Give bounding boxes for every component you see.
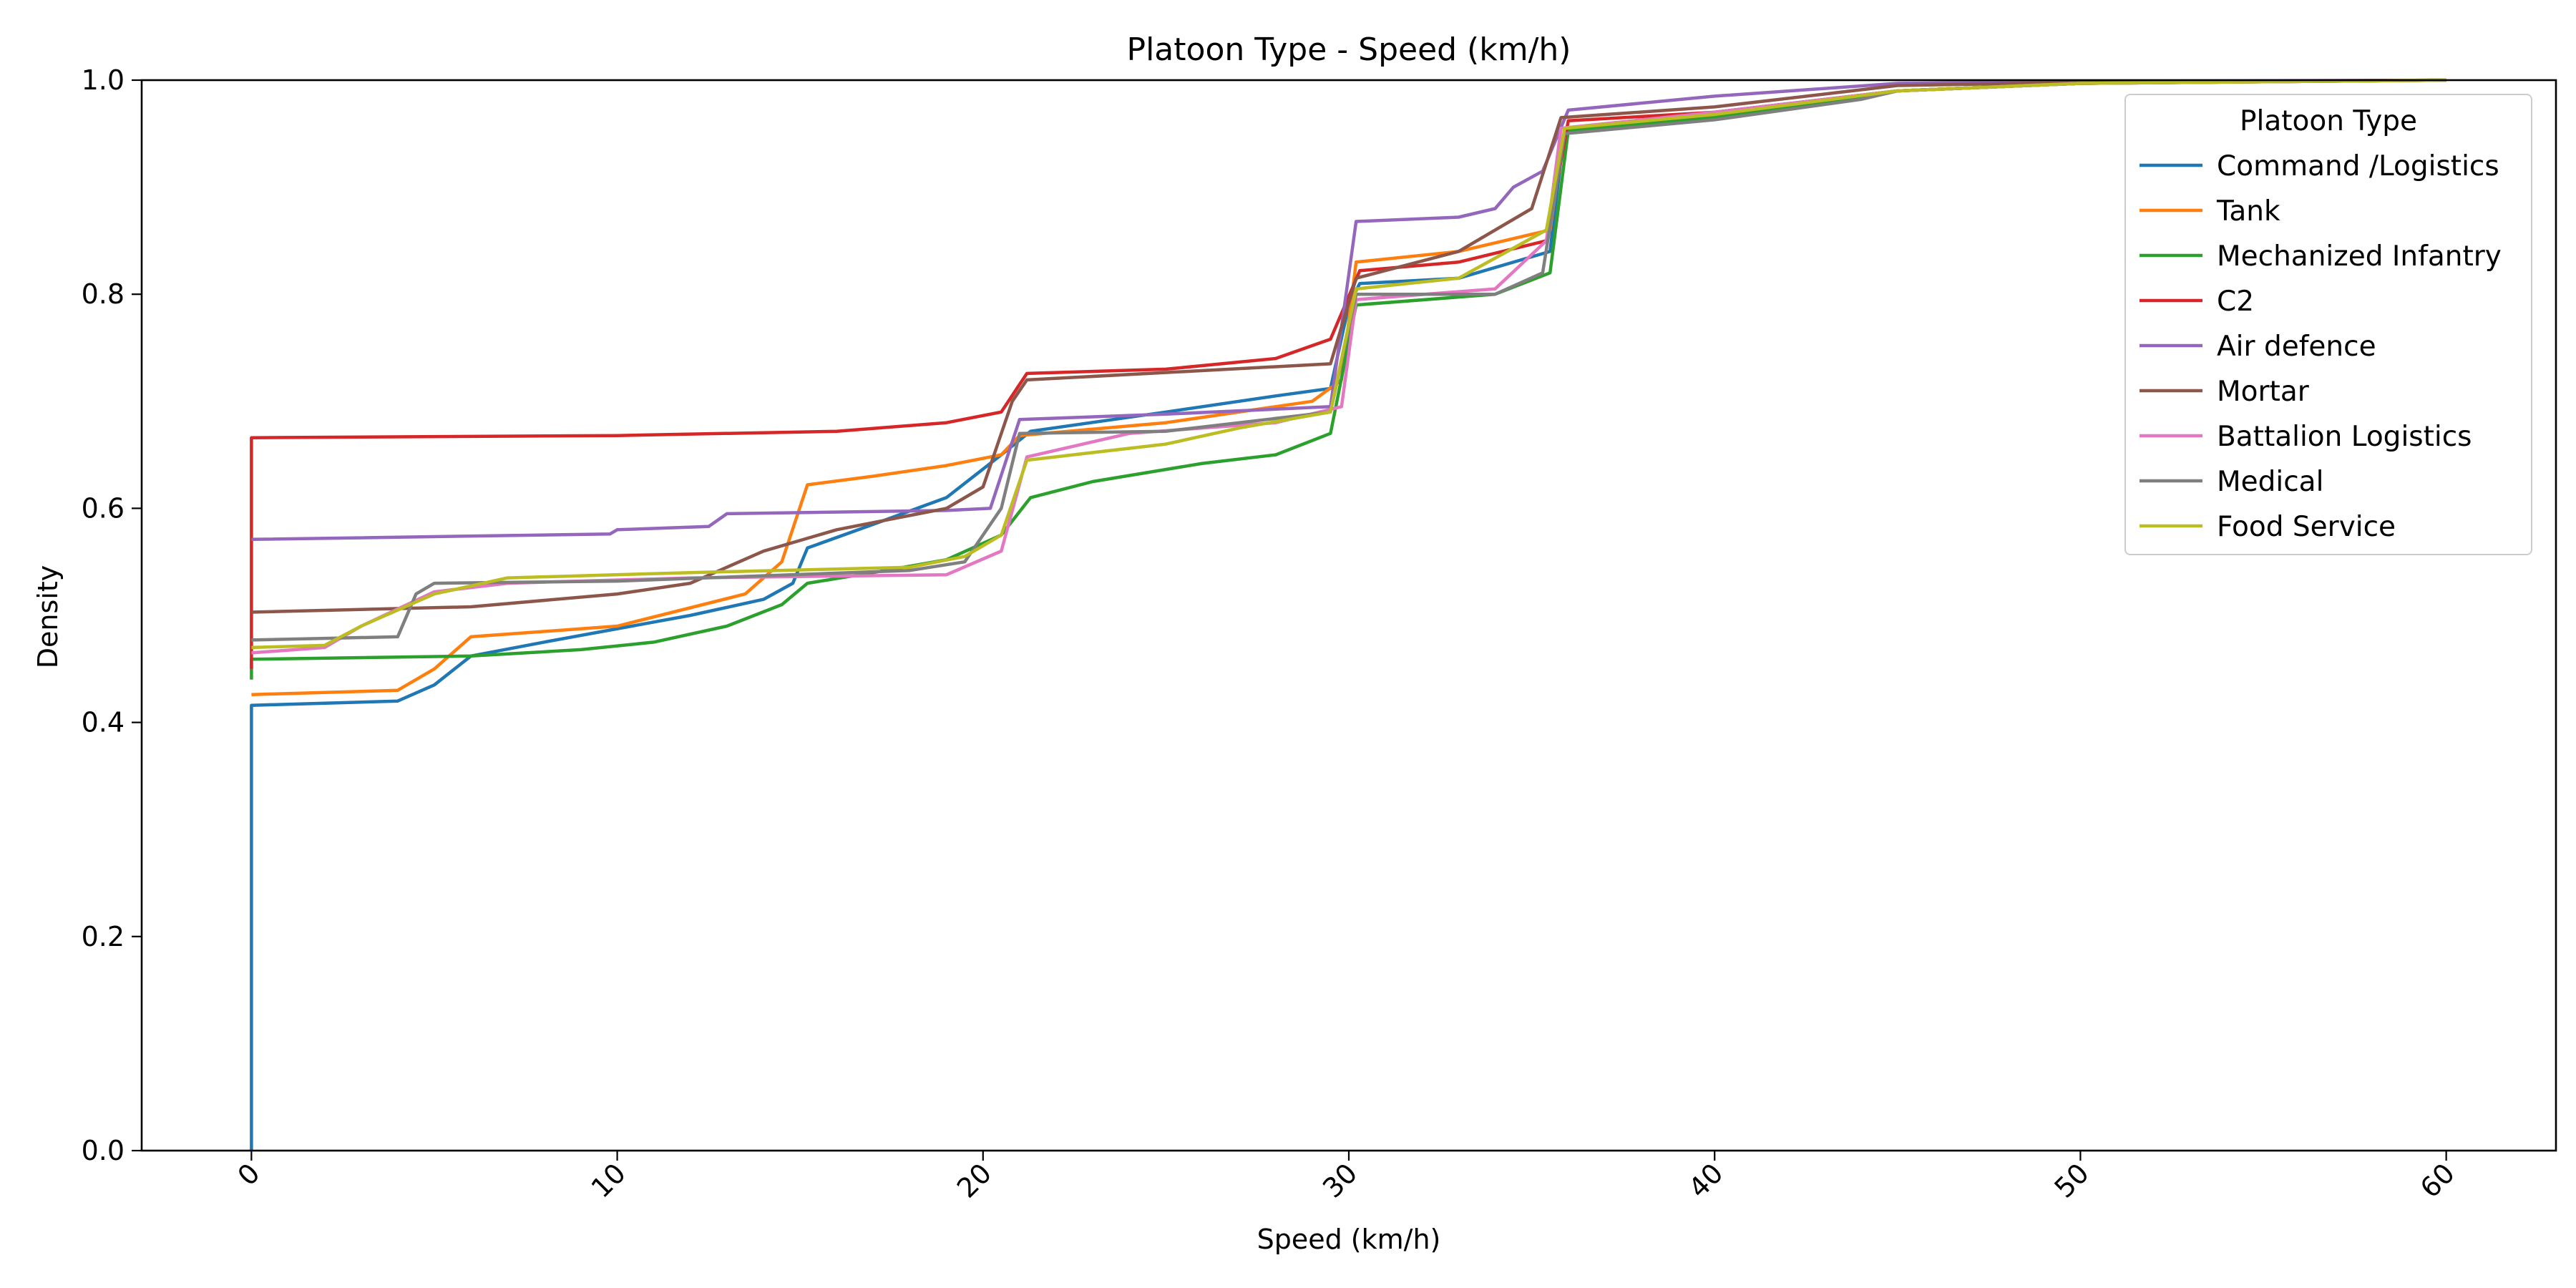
- y-axis-ticks: 0.0 0.2 0.4 0.6 0.8 1.0: [82, 64, 142, 1166]
- series-line-0: [250, 78, 2446, 1151]
- x-axis-ticks: 0 10 20 30 40 50 60: [232, 1151, 2461, 1204]
- legend-title: Platoon Type: [2240, 105, 2417, 137]
- y-tick-label-2: 0.4: [82, 707, 125, 738]
- series-line-1: [251, 78, 2446, 696]
- series-line-6: [251, 78, 2446, 655]
- x-tick-label-6: 60: [2414, 1157, 2461, 1204]
- series-layer: [250, 78, 2446, 1151]
- legend-label-0: Command /Logistics: [2217, 150, 2499, 182]
- y-tick-label-3: 0.6: [82, 492, 125, 524]
- y-tick-label-1: 0.2: [82, 921, 125, 952]
- y-tick-label-5: 1.0: [82, 64, 125, 96]
- legend-label-6: Battalion Logistics: [2217, 421, 2472, 453]
- x-tick-label-4: 40: [1682, 1157, 1729, 1204]
- series-line-7: [251, 78, 2446, 642]
- series-line-8: [251, 78, 2446, 650]
- legend-label-2: Mechanized Infantry: [2217, 240, 2502, 273]
- legend-label-5: Mortar: [2217, 376, 2310, 408]
- x-tick-label-1: 10: [585, 1157, 632, 1204]
- series-line-5: [251, 78, 2446, 614]
- legend-label-4: Air defence: [2217, 331, 2376, 363]
- x-tick-label-5: 50: [2048, 1157, 2094, 1204]
- legend-box: [2124, 94, 2532, 555]
- series-line-4: [251, 78, 2446, 542]
- x-tick-label-3: 30: [1317, 1157, 1363, 1204]
- legend-items: Command /Logistics Tank Mechanized Infantr…: [2140, 150, 2502, 543]
- y-tick-label-0: 0.0: [82, 1135, 125, 1166]
- x-axis-label: Speed (km/h): [1257, 1224, 1441, 1255]
- x-tick-label-0: 0: [232, 1157, 266, 1191]
- y-tick-label-4: 0.8: [82, 278, 125, 310]
- y-axis-label: Density: [32, 565, 64, 668]
- legend-label-3: C2: [2217, 286, 2254, 318]
- legend-label-7: Medical: [2217, 466, 2323, 498]
- x-tick-label-2: 20: [951, 1157, 997, 1204]
- series-line-2: [250, 78, 2446, 680]
- legend: Platoon Type Command /Logistics Tank Mecha…: [2124, 94, 2532, 555]
- legend-label-8: Food Service: [2217, 511, 2396, 543]
- chart-title: Platoon Type - Speed (km/h): [1127, 31, 1571, 68]
- legend-label-1: Tank: [2216, 195, 2280, 228]
